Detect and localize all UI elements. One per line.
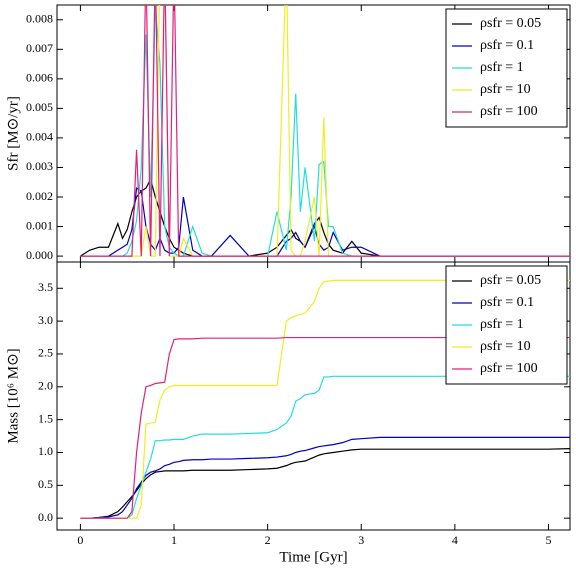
y-tick-label: 0.0 (38, 510, 53, 524)
x-tick-label: 0 (77, 533, 83, 547)
y-tick-label: 2.5 (38, 346, 53, 360)
y-tick-label: 0.004 (26, 130, 53, 144)
y-axis-label: Mass [10⁶ M⊙] (5, 348, 21, 443)
legend-label: ρsfr = 0.05 (480, 273, 541, 288)
y-tick-label: 0.005 (26, 100, 53, 114)
legend-label: ρsfr = 0.1 (480, 295, 534, 310)
y-axis-label: Sfr [M⊙/yr] (5, 96, 21, 171)
y-tick-label: 0.001 (26, 218, 53, 232)
x-tick-label: 2 (265, 533, 271, 547)
y-tick-label: 0.003 (26, 159, 53, 173)
x-tick-label: 4 (452, 533, 458, 547)
x-tick-label: 5 (545, 533, 551, 547)
legend-label: ρsfr = 100 (480, 361, 538, 376)
series-line (80, 375, 570, 519)
y-tick-label: 0.002 (26, 189, 53, 203)
series-line (80, 448, 570, 519)
y-tick-label: 0.000 (26, 248, 53, 262)
y-tick-label: 2.0 (38, 379, 53, 393)
legend-label: ρsfr = 0.1 (480, 38, 534, 53)
series-line (80, 5, 570, 257)
y-tick-label: 1.0 (38, 444, 53, 458)
x-tick-label: 1 (171, 533, 177, 547)
series-line (80, 336, 570, 519)
legend-label: ρsfr = 100 (480, 104, 538, 119)
legend-label: ρsfr = 1 (480, 317, 524, 332)
legend-label: ρsfr = 10 (480, 339, 531, 354)
y-tick-label: 0.006 (26, 71, 53, 85)
legend-label: ρsfr = 1 (480, 60, 524, 75)
series-group (80, 279, 570, 519)
y-tick-label: 0.007 (26, 41, 53, 55)
y-tick-label: 3.0 (38, 313, 53, 327)
plot-frame (56, 261, 571, 531)
legend-label: ρsfr = 10 (480, 82, 531, 97)
series-line (80, 279, 570, 519)
y-tick-label: 1.5 (38, 411, 53, 425)
y-tick-label: 0.5 (38, 477, 53, 491)
y-tick-label: 3.5 (38, 280, 53, 294)
x-axis-label: Time [Gyr] (279, 549, 347, 565)
legend-label: ρsfr = 0.05 (480, 16, 541, 31)
x-tick-label: 3 (358, 533, 364, 547)
series-group (80, 5, 570, 257)
y-tick-label: 0.008 (26, 12, 53, 26)
